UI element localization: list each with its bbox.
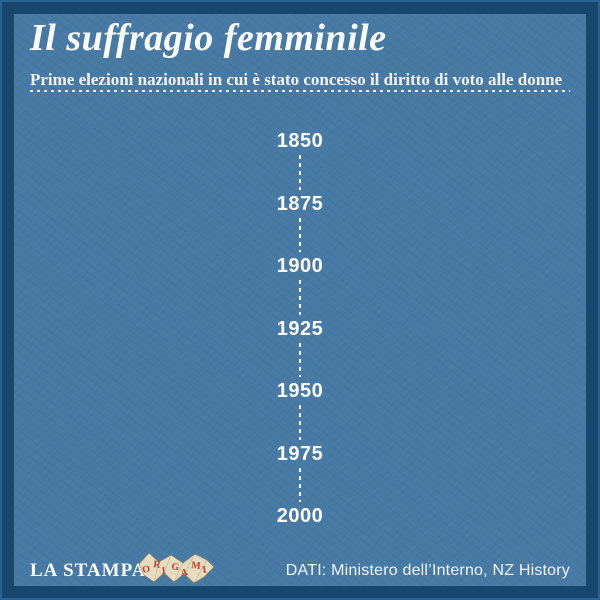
origami-logo: O RI G AM I <box>138 552 215 584</box>
page-subtitle: Prime elezioni nazionali in cui è stato … <box>30 70 563 89</box>
timeline-dash-segment <box>299 467 301 502</box>
timeline-year-1850: 1850 <box>276 130 324 152</box>
origami-fold-lines <box>153 553 208 584</box>
data-source: DATI: Ministero dell’Interno, NZ History <box>285 562 570 579</box>
origami-letter: I <box>202 564 208 576</box>
origami-letter: M <box>191 560 202 572</box>
origami-letter: O <box>141 564 151 576</box>
timeline-year-2000: 2000 <box>276 505 324 527</box>
origami-letter: A <box>180 567 189 579</box>
timeline-dash-segment <box>299 155 301 190</box>
origami-letter: I <box>161 566 166 577</box>
timeline-year-1875: 1875 <box>276 192 324 215</box>
timeline-year-1900: 1900 <box>276 255 324 277</box>
timeline-year-1975: 1975 <box>276 442 324 465</box>
origami-letters: O RI G AM I <box>141 559 207 579</box>
origami-letter: R <box>153 559 162 571</box>
timeline-year-1925: 1925 <box>276 317 324 340</box>
timeline-dash-segment <box>299 405 301 440</box>
dashed-divider <box>30 90 570 92</box>
timeline-year-1950: 1950 <box>276 380 324 402</box>
la-stampa-logo: LA STAMPA <box>30 560 147 581</box>
infographic-canvas: Il suffragio femminile Prime elezioni na… <box>14 14 586 586</box>
timeline-dash-segment <box>299 217 301 252</box>
page-title: Il suffragio femminile <box>30 17 387 59</box>
timeline-dash-segment <box>299 280 301 315</box>
origami-paper-shape <box>138 552 215 584</box>
timeline-dash-segment <box>299 342 301 377</box>
origami-letter: G <box>170 561 180 573</box>
timeline-axis: 1850 1875 1900 1925 1950 1975 2000 <box>14 14 586 586</box>
